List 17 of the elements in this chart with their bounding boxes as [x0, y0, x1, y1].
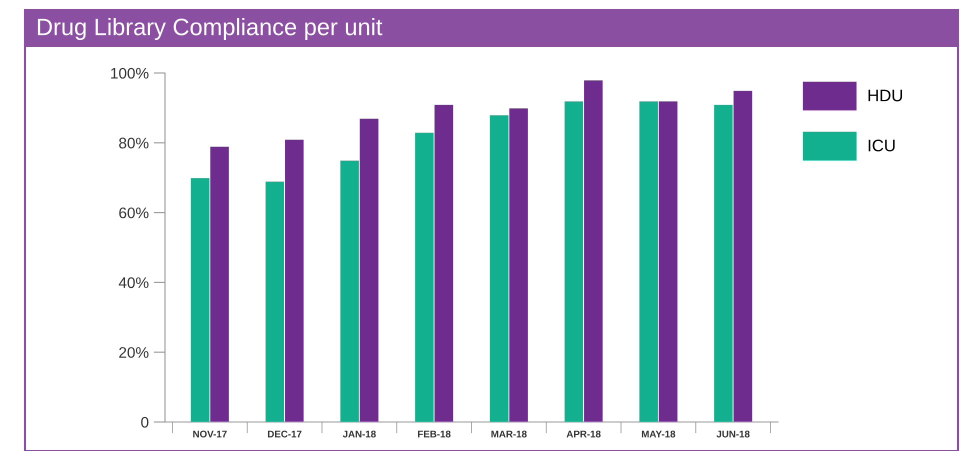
y-tick-label: 100%	[111, 68, 148, 79]
x-tick-label: APR-18	[566, 430, 601, 438]
legend-label: ICU	[868, 140, 895, 152]
x-tick-label: MAY-18	[642, 430, 676, 438]
x-tick-label: MAR-18	[491, 430, 527, 438]
y-tick-label: 0	[141, 416, 148, 428]
y-tick-label: 80%	[119, 138, 148, 148]
x-tick-label: NOV-17	[193, 430, 227, 438]
x-tick-label: JUN-18	[716, 430, 750, 438]
legend-label: HDU	[868, 90, 902, 102]
chart-title: Drug Library Compliance per unit	[38, 18, 382, 40]
x-tick-label: JAN-18	[342, 430, 376, 438]
y-tick-label: 60%	[119, 207, 148, 218]
x-tick-label: DEC-17	[268, 430, 302, 438]
x-tick-label: FEB-18	[418, 430, 451, 438]
y-tick-label: 20%	[119, 347, 148, 358]
y-tick-label: 40%	[118, 277, 148, 288]
